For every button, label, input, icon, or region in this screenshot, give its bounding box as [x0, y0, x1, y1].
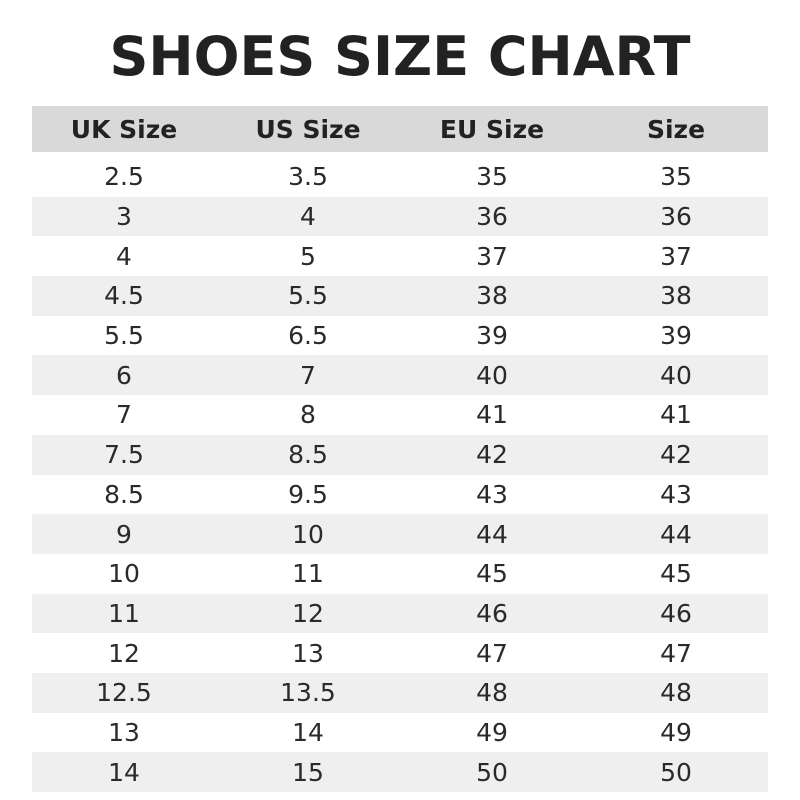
cell-eu-size: 41	[476, 400, 508, 430]
cell-uk-size: 14	[108, 757, 140, 787]
table-row: 4 5 37 37	[32, 236, 768, 276]
cell-size: 35	[660, 162, 692, 192]
table-row: 12.5 13.5 48 48	[32, 672, 768, 713]
cell-uk-size: 9	[116, 519, 132, 549]
cell-us-size: 5	[300, 241, 316, 271]
table-row: 4.5 5.5 38 38	[32, 276, 768, 316]
cell-uk-size: 5.5	[104, 321, 144, 351]
cell-eu-size: 42	[476, 440, 508, 470]
cell-size: 38	[660, 281, 692, 311]
cell-us-size: 9.5	[288, 479, 328, 509]
cell-eu-size: 47	[476, 638, 508, 668]
cell-us-size: 4	[300, 202, 316, 232]
cell-size: 49	[660, 717, 692, 747]
table-row: 11 12 46 46	[32, 593, 768, 634]
cell-size: 41	[660, 400, 692, 430]
cell-us-size: 8.5	[288, 440, 328, 470]
cell-uk-size: 10	[108, 559, 140, 589]
table-row: 8.5 9.5 43 43	[32, 475, 768, 515]
header-uk-size: UK Size	[70, 114, 178, 144]
cell-eu-size: 45	[476, 559, 508, 589]
cell-size: 46	[660, 598, 692, 628]
cell-size: 40	[660, 360, 692, 390]
cell-us-size: 7	[300, 360, 316, 390]
table-row: 14 15 50 50	[32, 752, 768, 792]
table-row: 2.5 3.5 35 35	[32, 157, 768, 197]
cell-size: 36	[660, 202, 692, 232]
cell-us-size: 13.5	[280, 678, 336, 708]
cell-uk-size: 12.5	[96, 678, 152, 708]
cell-uk-size: 4.5	[104, 281, 144, 311]
table-row: 7.5 8.5 42 42	[32, 434, 768, 475]
table-row: 13 14 49 49	[32, 713, 768, 753]
cell-eu-size: 46	[476, 598, 508, 628]
cell-uk-size: 2.5	[104, 162, 144, 192]
cell-eu-size: 48	[476, 678, 508, 708]
table-row: 12 13 47 47	[32, 633, 768, 673]
cell-uk-size: 8.5	[104, 479, 144, 509]
cell-us-size: 6.5	[288, 321, 328, 351]
header-eu-size: EU Size	[439, 114, 545, 144]
table-header-row: UK Size US Size EU Size Size	[32, 106, 768, 152]
cell-us-size: 8	[300, 400, 316, 430]
cell-us-size: 14	[292, 717, 324, 747]
page-title: SHOES SIZE CHART	[109, 25, 691, 88]
cell-size: 47	[660, 638, 692, 668]
cell-us-size: 15	[292, 757, 324, 787]
cell-size: 48	[660, 678, 692, 708]
cell-us-size: 11	[292, 559, 324, 589]
cell-us-size: 3.5	[288, 162, 328, 192]
cell-size: 39	[660, 321, 692, 351]
table-row: 9 10 44 44	[32, 514, 768, 554]
table-row: 6 7 40 40	[32, 355, 768, 396]
cell-us-size: 13	[292, 638, 324, 668]
cell-uk-size: 7	[116, 400, 132, 430]
cell-uk-size: 4	[116, 241, 132, 271]
cell-uk-size: 11	[108, 598, 140, 628]
table-row: 7 8 41 41	[32, 395, 768, 435]
cell-size: 37	[660, 241, 692, 271]
cell-eu-size: 40	[476, 360, 508, 390]
cell-uk-size: 6	[116, 360, 132, 390]
cell-us-size: 10	[292, 519, 324, 549]
cell-size: 43	[660, 479, 692, 509]
cell-uk-size: 7.5	[104, 440, 144, 470]
table-row: 3 4 36 36	[32, 196, 768, 237]
cell-eu-size: 39	[476, 321, 508, 351]
table-row: 5.5 6.5 39 39	[32, 316, 768, 356]
cell-us-size: 12	[292, 598, 324, 628]
cell-eu-size: 36	[476, 202, 508, 232]
cell-eu-size: 44	[476, 519, 508, 549]
table-row: 10 11 45 45	[32, 554, 768, 594]
cell-eu-size: 50	[476, 757, 508, 787]
header-us-size: US Size	[255, 114, 361, 144]
cell-size: 44	[660, 519, 692, 549]
table-body: 2.5 3.5 35 35 3 4 36 36 4 5 37 37 4.5 5.5 38 38 5.5 6.5 39…	[32, 157, 768, 792]
cell-uk-size: 12	[108, 638, 140, 668]
cell-us-size: 5.5	[288, 281, 328, 311]
cell-eu-size: 43	[476, 479, 508, 509]
cell-eu-size: 38	[476, 281, 508, 311]
header-size: Size	[646, 114, 706, 144]
cell-uk-size: 13	[108, 717, 140, 747]
cell-uk-size: 3	[116, 202, 132, 232]
cell-eu-size: 49	[476, 717, 508, 747]
cell-size: 45	[660, 559, 692, 589]
cell-size: 42	[660, 440, 692, 470]
cell-eu-size: 37	[476, 241, 508, 271]
cell-eu-size: 35	[476, 162, 508, 192]
cell-size: 50	[660, 757, 692, 787]
size-table: UK Size US Size EU Size Size 2.5 3.5 35 35 3…	[32, 106, 768, 792]
